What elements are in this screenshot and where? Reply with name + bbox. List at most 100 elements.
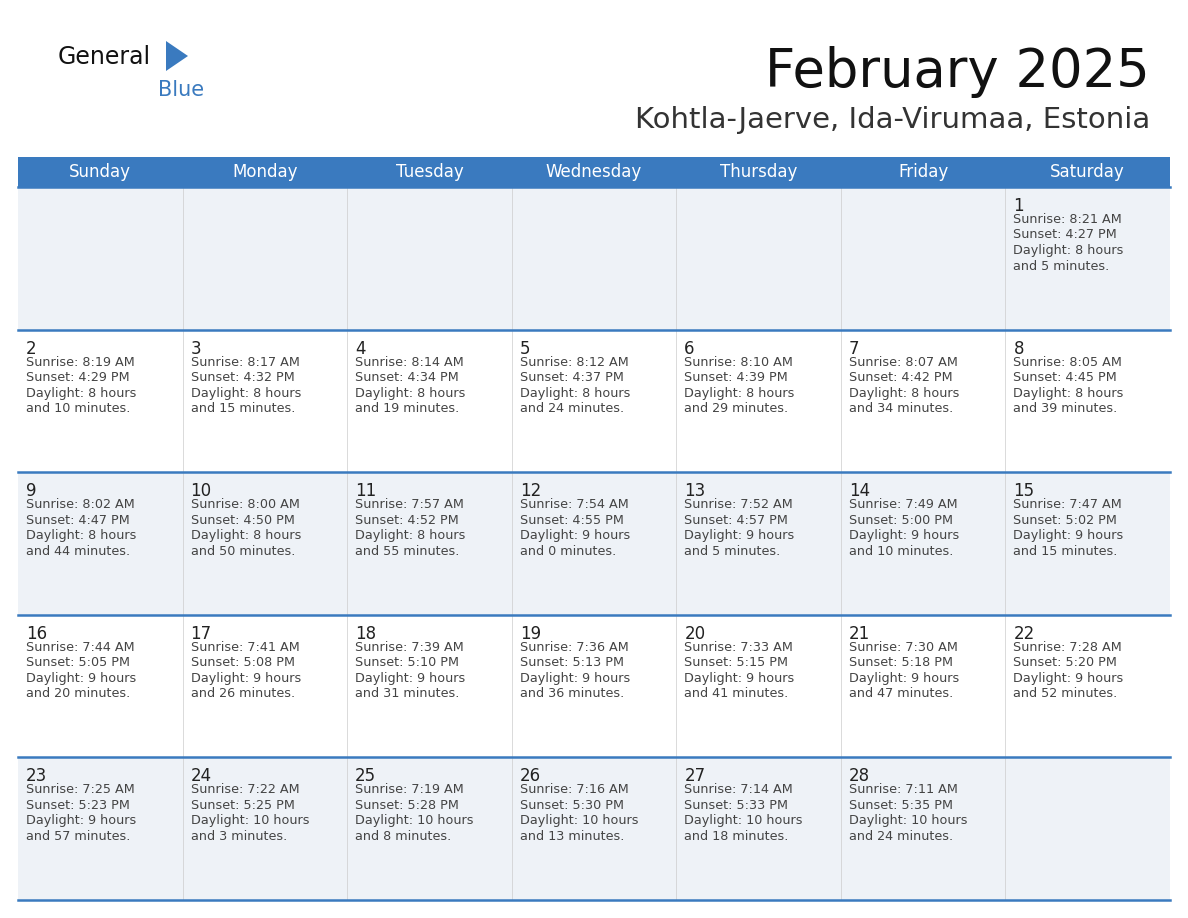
Polygon shape <box>166 41 188 71</box>
Text: Sunset: 5:18 PM: Sunset: 5:18 PM <box>849 656 953 669</box>
Text: Daylight: 8 hours: Daylight: 8 hours <box>519 386 630 399</box>
Text: 18: 18 <box>355 625 377 643</box>
Text: Sunrise: 7:57 AM: Sunrise: 7:57 AM <box>355 498 465 511</box>
Text: Sunset: 5:20 PM: Sunset: 5:20 PM <box>1013 656 1117 669</box>
Text: Sunrise: 7:14 AM: Sunrise: 7:14 AM <box>684 783 794 797</box>
Text: Sunrise: 8:02 AM: Sunrise: 8:02 AM <box>26 498 134 511</box>
Text: Sunrise: 7:44 AM: Sunrise: 7:44 AM <box>26 641 134 654</box>
Text: Daylight: 8 hours: Daylight: 8 hours <box>26 386 137 399</box>
Text: Sunset: 5:35 PM: Sunset: 5:35 PM <box>849 799 953 812</box>
Text: and 15 minutes.: and 15 minutes. <box>1013 544 1118 558</box>
Text: Kohtla-Jaerve, Ida-Virumaa, Estonia: Kohtla-Jaerve, Ida-Virumaa, Estonia <box>634 106 1150 134</box>
Text: Sunrise: 8:05 AM: Sunrise: 8:05 AM <box>1013 355 1123 369</box>
Text: Sunset: 4:42 PM: Sunset: 4:42 PM <box>849 371 953 384</box>
Text: Daylight: 8 hours: Daylight: 8 hours <box>1013 386 1124 399</box>
Text: Daylight: 9 hours: Daylight: 9 hours <box>26 672 137 685</box>
Text: Sunset: 4:50 PM: Sunset: 4:50 PM <box>190 514 295 527</box>
Text: Daylight: 9 hours: Daylight: 9 hours <box>684 672 795 685</box>
Text: 3: 3 <box>190 340 201 358</box>
Text: and 5 minutes.: and 5 minutes. <box>1013 260 1110 273</box>
Text: Sunset: 5:33 PM: Sunset: 5:33 PM <box>684 799 789 812</box>
Text: and 41 minutes.: and 41 minutes. <box>684 688 789 700</box>
Text: Sunset: 5:25 PM: Sunset: 5:25 PM <box>190 799 295 812</box>
Text: Daylight: 8 hours: Daylight: 8 hours <box>849 386 959 399</box>
Text: Sunrise: 8:17 AM: Sunrise: 8:17 AM <box>190 355 299 369</box>
Text: and 57 minutes.: and 57 minutes. <box>26 830 131 843</box>
Text: Sunrise: 7:25 AM: Sunrise: 7:25 AM <box>26 783 134 797</box>
Text: and 8 minutes.: and 8 minutes. <box>355 830 451 843</box>
Text: Sunset: 5:10 PM: Sunset: 5:10 PM <box>355 656 459 669</box>
Text: 14: 14 <box>849 482 870 500</box>
Text: 1: 1 <box>1013 197 1024 215</box>
Text: and 13 minutes.: and 13 minutes. <box>519 830 624 843</box>
Text: Sunset: 4:29 PM: Sunset: 4:29 PM <box>26 371 129 384</box>
Text: 4: 4 <box>355 340 366 358</box>
Text: Saturday: Saturday <box>1050 163 1125 181</box>
Bar <box>18 757 1170 900</box>
Text: Sunset: 4:45 PM: Sunset: 4:45 PM <box>1013 371 1117 384</box>
Text: Daylight: 9 hours: Daylight: 9 hours <box>26 814 137 827</box>
Text: and 26 minutes.: and 26 minutes. <box>190 688 295 700</box>
Text: Daylight: 8 hours: Daylight: 8 hours <box>684 386 795 399</box>
Text: and 55 minutes.: and 55 minutes. <box>355 544 460 558</box>
Text: Sunset: 5:23 PM: Sunset: 5:23 PM <box>26 799 129 812</box>
Text: Daylight: 8 hours: Daylight: 8 hours <box>1013 244 1124 257</box>
Text: and 31 minutes.: and 31 minutes. <box>355 688 460 700</box>
Text: 13: 13 <box>684 482 706 500</box>
Text: Sunset: 5:15 PM: Sunset: 5:15 PM <box>684 656 789 669</box>
Text: 10: 10 <box>190 482 211 500</box>
Text: Sunday: Sunday <box>69 163 132 181</box>
Text: Sunset: 4:27 PM: Sunset: 4:27 PM <box>1013 229 1117 241</box>
Text: Sunrise: 8:21 AM: Sunrise: 8:21 AM <box>1013 213 1123 226</box>
Text: 28: 28 <box>849 767 870 786</box>
Text: Sunset: 5:00 PM: Sunset: 5:00 PM <box>849 514 953 527</box>
Text: Sunrise: 8:07 AM: Sunrise: 8:07 AM <box>849 355 958 369</box>
Text: February 2025: February 2025 <box>765 46 1150 98</box>
Text: Sunset: 4:47 PM: Sunset: 4:47 PM <box>26 514 129 527</box>
Text: Daylight: 8 hours: Daylight: 8 hours <box>190 386 301 399</box>
Bar <box>18 330 1170 472</box>
Text: and 24 minutes.: and 24 minutes. <box>849 830 953 843</box>
Text: and 52 minutes.: and 52 minutes. <box>1013 688 1118 700</box>
Text: and 24 minutes.: and 24 minutes. <box>519 402 624 415</box>
Bar <box>18 615 1170 757</box>
Text: and 19 minutes.: and 19 minutes. <box>355 402 460 415</box>
Text: Sunrise: 7:54 AM: Sunrise: 7:54 AM <box>519 498 628 511</box>
Text: Sunrise: 7:30 AM: Sunrise: 7:30 AM <box>849 641 958 654</box>
Text: 7: 7 <box>849 340 859 358</box>
Text: 20: 20 <box>684 625 706 643</box>
Text: Sunrise: 7:39 AM: Sunrise: 7:39 AM <box>355 641 463 654</box>
Text: 15: 15 <box>1013 482 1035 500</box>
Text: Blue: Blue <box>158 80 204 100</box>
Text: Tuesday: Tuesday <box>396 163 463 181</box>
Text: and 34 minutes.: and 34 minutes. <box>849 402 953 415</box>
Text: Sunrise: 8:14 AM: Sunrise: 8:14 AM <box>355 355 463 369</box>
Text: Sunset: 5:30 PM: Sunset: 5:30 PM <box>519 799 624 812</box>
Text: Sunrise: 7:16 AM: Sunrise: 7:16 AM <box>519 783 628 797</box>
Text: and 3 minutes.: and 3 minutes. <box>190 830 286 843</box>
Text: Sunrise: 8:00 AM: Sunrise: 8:00 AM <box>190 498 299 511</box>
Text: Sunset: 4:37 PM: Sunset: 4:37 PM <box>519 371 624 384</box>
Text: 19: 19 <box>519 625 541 643</box>
Text: Daylight: 8 hours: Daylight: 8 hours <box>355 386 466 399</box>
Text: Sunset: 5:28 PM: Sunset: 5:28 PM <box>355 799 459 812</box>
Text: Daylight: 10 hours: Daylight: 10 hours <box>849 814 967 827</box>
Text: Sunset: 5:02 PM: Sunset: 5:02 PM <box>1013 514 1117 527</box>
Text: Sunrise: 7:36 AM: Sunrise: 7:36 AM <box>519 641 628 654</box>
Text: 2: 2 <box>26 340 37 358</box>
Text: 11: 11 <box>355 482 377 500</box>
Text: Sunset: 5:08 PM: Sunset: 5:08 PM <box>190 656 295 669</box>
Text: and 29 minutes.: and 29 minutes. <box>684 402 789 415</box>
Text: Sunrise: 7:22 AM: Sunrise: 7:22 AM <box>190 783 299 797</box>
Text: Daylight: 9 hours: Daylight: 9 hours <box>849 672 959 685</box>
Text: Daylight: 9 hours: Daylight: 9 hours <box>355 672 466 685</box>
Text: Daylight: 10 hours: Daylight: 10 hours <box>190 814 309 827</box>
Text: Daylight: 9 hours: Daylight: 9 hours <box>684 529 795 543</box>
Text: General: General <box>58 45 151 69</box>
Text: 12: 12 <box>519 482 541 500</box>
Text: Daylight: 10 hours: Daylight: 10 hours <box>684 814 803 827</box>
Text: and 10 minutes.: and 10 minutes. <box>26 402 131 415</box>
Text: Daylight: 9 hours: Daylight: 9 hours <box>519 672 630 685</box>
Text: Daylight: 8 hours: Daylight: 8 hours <box>26 529 137 543</box>
Text: 9: 9 <box>26 482 37 500</box>
